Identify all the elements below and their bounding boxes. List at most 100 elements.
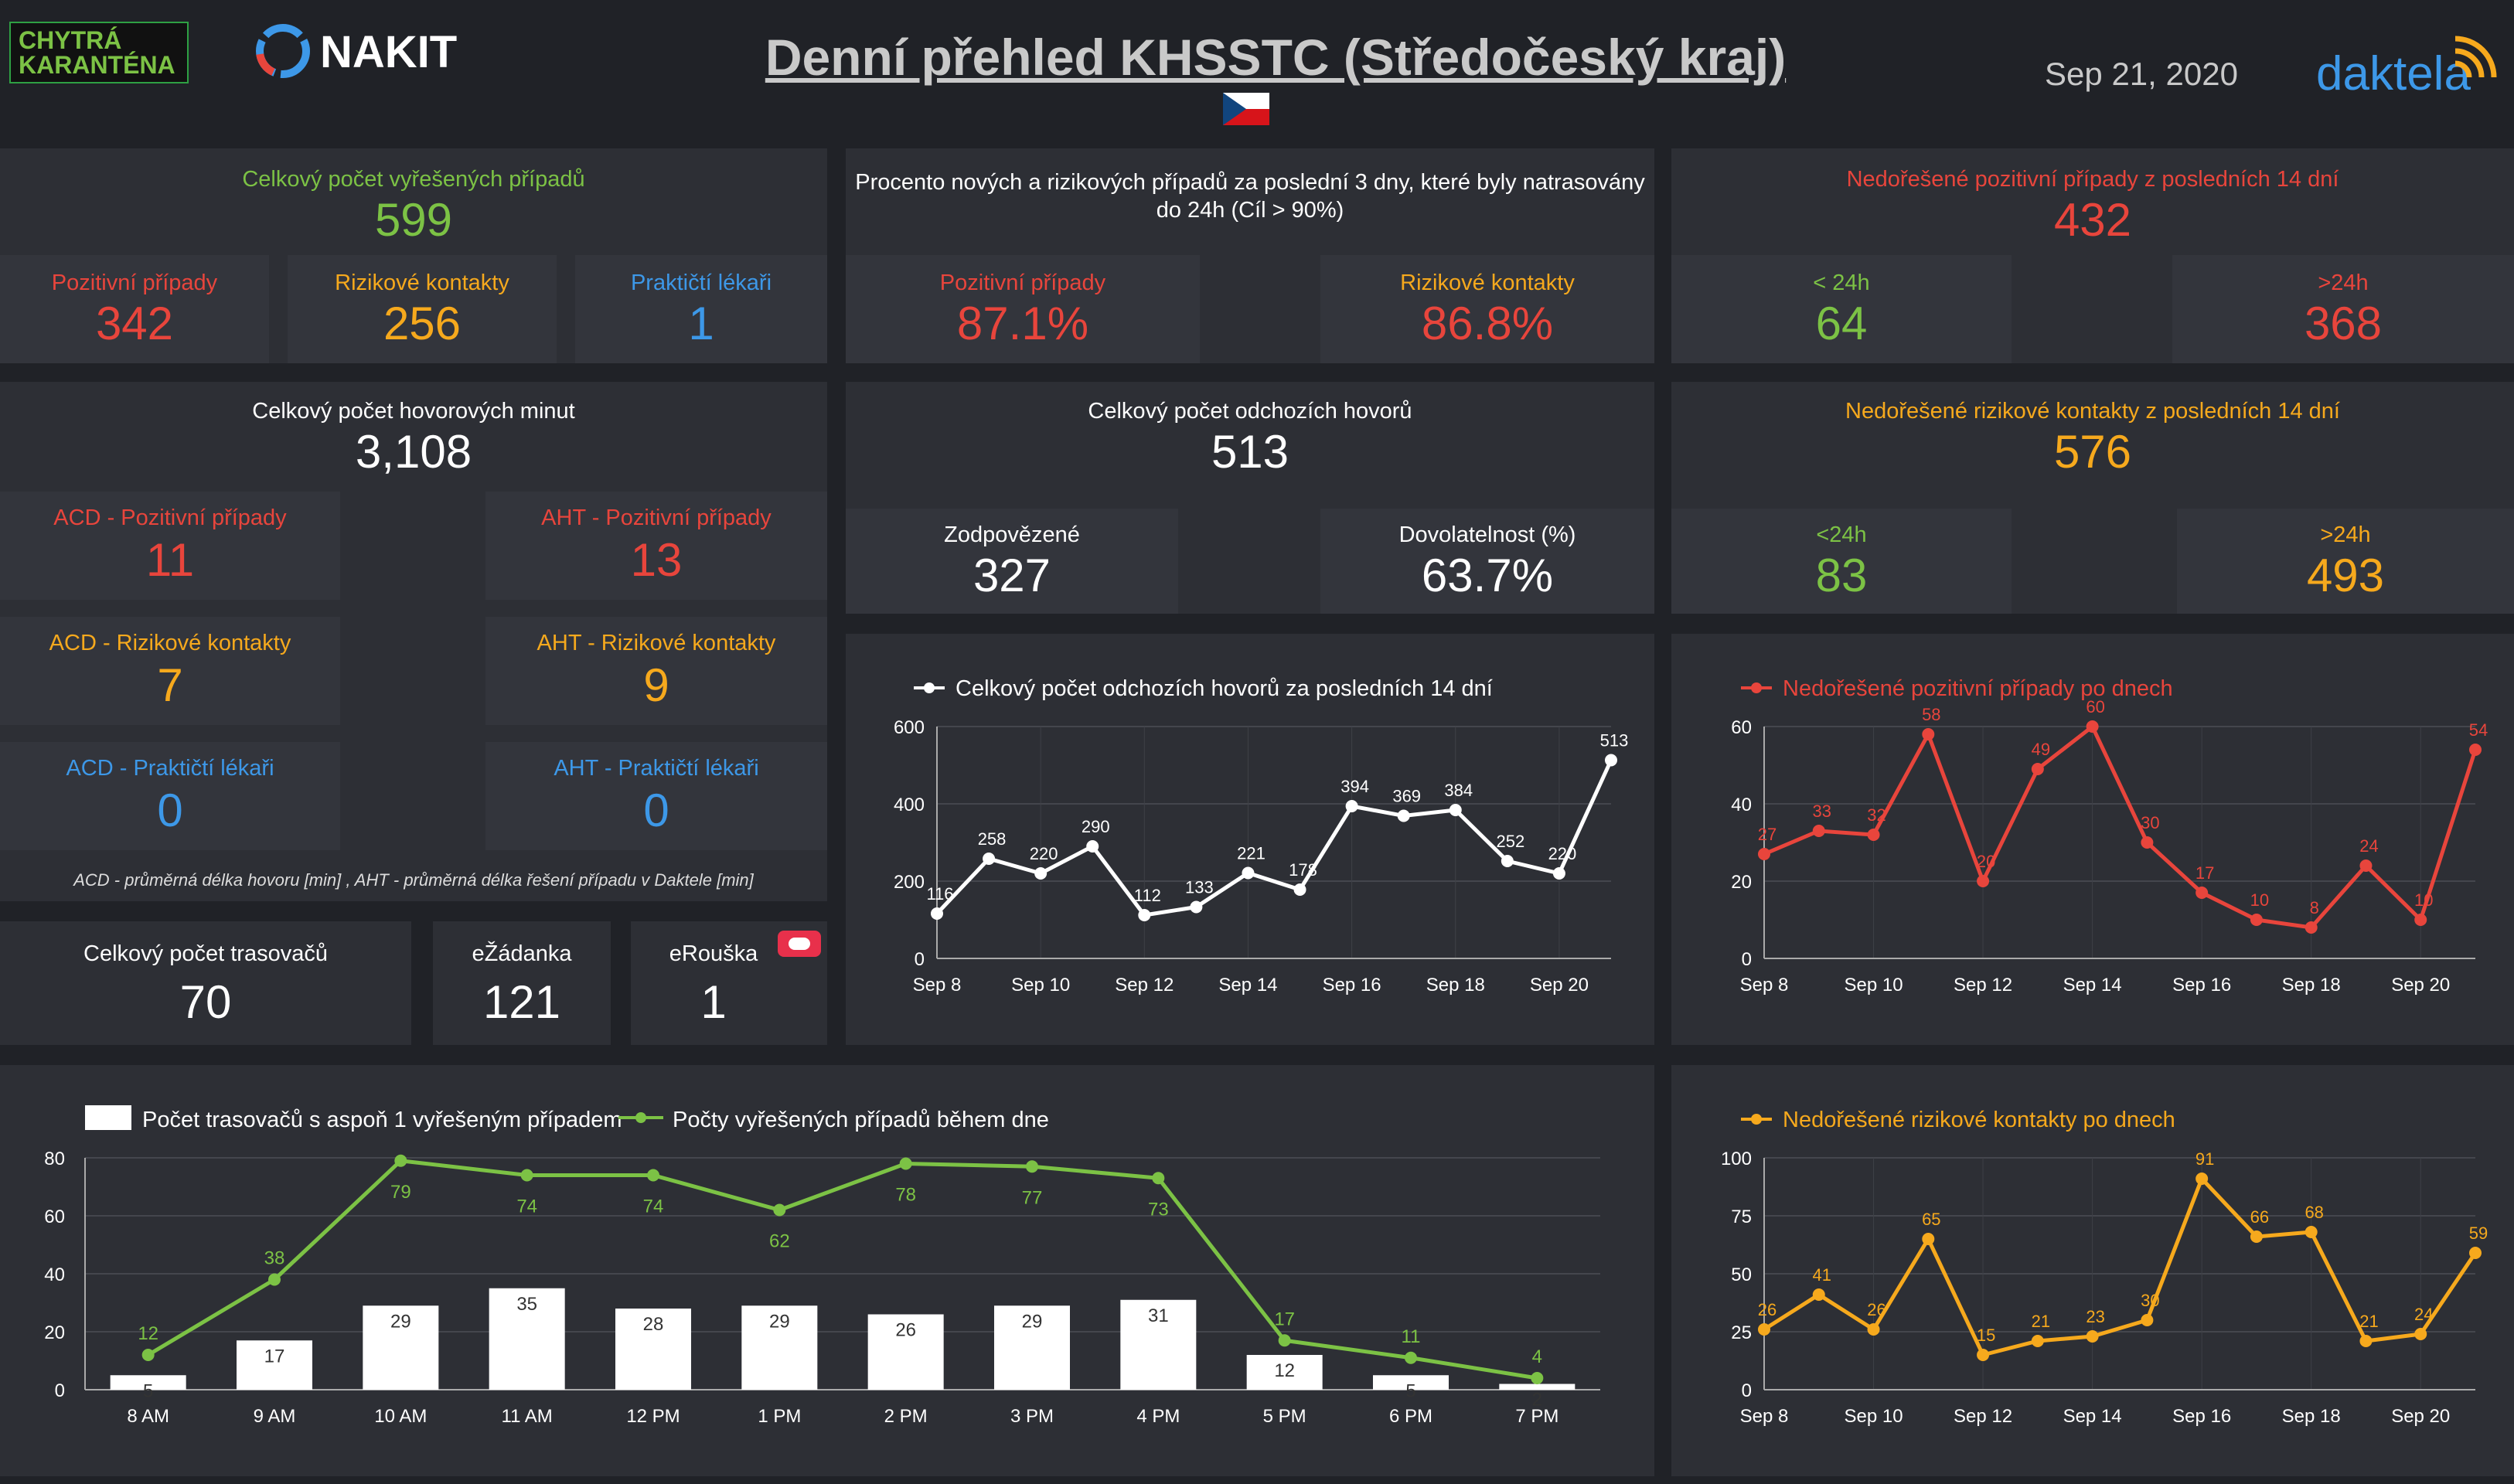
- unresolved-risk-gt-label: >24h: [2320, 522, 2371, 547]
- unresolved-positive-lt-value: 64: [1815, 298, 1868, 349]
- unresolved-positive-gt-label: >24h: [2318, 271, 2369, 295]
- data-point: [2414, 1328, 2427, 1340]
- data-point: [773, 1203, 786, 1217]
- data-label: 21: [2032, 1312, 2050, 1331]
- answered-card: Zodpovězené 327: [846, 509, 1178, 614]
- nakit-logo-text: NAKIT: [320, 27, 458, 77]
- data-label: 38: [264, 1248, 285, 1269]
- daktela-logo: daktela: [2316, 23, 2509, 100]
- acd-aht-footnote: ACD - průměrná délka hovoru [min] , AHT …: [73, 870, 754, 890]
- unresolved-positive-panel: Nedořešené pozitivní případy z posledníc…: [1671, 148, 2514, 363]
- y-tick-label: 50: [1731, 1264, 1752, 1285]
- bar-label: 17: [264, 1346, 285, 1367]
- data-label: 394: [1340, 777, 1369, 796]
- badge-line1: CHYTRÁ: [19, 26, 122, 54]
- data-point: [1531, 1372, 1544, 1384]
- data-point: [2086, 720, 2099, 733]
- data-point: [2250, 914, 2263, 926]
- x-tick-label: 9 AM: [254, 1406, 296, 1427]
- tracers-value: 70: [179, 976, 232, 1028]
- data-point: [983, 853, 996, 865]
- daktela-logo-text: daktela: [2316, 47, 2471, 100]
- x-tick-label: 8 AM: [127, 1406, 169, 1427]
- unresolved-risk-lt-value: 83: [1815, 550, 1868, 601]
- x-tick-label: Sep 16: [2172, 1406, 2231, 1427]
- tracers-panel: Celkový počet trasovačů 70: [0, 921, 411, 1045]
- data-point: [2031, 763, 2044, 775]
- y-tick-label: 0: [915, 949, 925, 970]
- y-tick-label: 400: [894, 795, 925, 815]
- x-tick-label: 4 PM: [1136, 1406, 1180, 1427]
- unresolved-positive-lt-label: < 24h: [1813, 271, 1870, 295]
- reachability-value: 63.7%: [1421, 550, 1554, 601]
- unresolved-positive-chart-panel: Nedořešené pozitivní případy po dnech 0 20…: [1671, 634, 2514, 1045]
- data-label: 17: [2195, 863, 2214, 883]
- legend-label: Celkový počet odchozích hovorů za posled…: [956, 676, 1493, 701]
- acd-risk-label: ACD - Rizikové kontakty: [49, 631, 291, 655]
- acd-doctors-label: ACD - Praktičtí lékaři: [66, 756, 274, 781]
- bar-label: 12: [1274, 1360, 1295, 1381]
- data-label: 116: [926, 884, 953, 904]
- ezadanka-panel: eŽádanka 121: [433, 921, 611, 1045]
- data-point: [1867, 1323, 1880, 1336]
- data-point: [2141, 836, 2154, 849]
- data-point: [1758, 1323, 1770, 1336]
- data-point: [1758, 848, 1770, 860]
- tracers-title: Celkový počet trasovačů: [83, 941, 328, 966]
- hourly-chart: Počet trasovačů s aspoň 1 vyřešeným příp…: [44, 1105, 1600, 1427]
- data-label: 24: [2359, 836, 2378, 856]
- data-point: [2469, 1247, 2482, 1259]
- data-point: [1278, 1334, 1291, 1347]
- call-minutes-panel: Celkový počet hovorových minut 3,108 ACD…: [0, 382, 827, 901]
- acd-risk-value: 7: [157, 659, 183, 711]
- data-point: [1812, 1288, 1825, 1301]
- data-point: [394, 1154, 407, 1167]
- x-tick-label: Sep 20: [1530, 975, 1589, 996]
- data-label: 12: [138, 1323, 158, 1344]
- data-point: [1552, 867, 1565, 880]
- traced-percent-panel: Procento nových a rizikových případů za …: [846, 148, 1654, 363]
- data-label: 27: [1758, 825, 1776, 844]
- legend-marker: [924, 682, 935, 693]
- data-point: [2469, 744, 2482, 756]
- data-label: 21: [2359, 1312, 2378, 1331]
- data-label: 384: [1444, 781, 1473, 800]
- resolved-title: Celkový počet vyřešených případů: [242, 167, 585, 192]
- badge-line2: KARANTÉNA: [19, 51, 175, 79]
- x-tick-label: 11 AM: [502, 1406, 553, 1427]
- data-point: [2141, 1314, 2154, 1326]
- x-tick-label: 2 PM: [884, 1406, 928, 1427]
- traced-risk-value: 86.8%: [1421, 298, 1554, 349]
- data-point: [1026, 1160, 1038, 1173]
- unresolved-risk-lt-label: <24h: [1816, 522, 1867, 547]
- aht-positive-label: AHT - Pozitivní případy: [541, 505, 772, 530]
- data-label: 60: [2086, 697, 2104, 716]
- data-label: 133: [1185, 878, 1214, 897]
- acd-doctors-card: ACD - Praktičtí lékaři 0: [0, 742, 340, 850]
- nakit-logo-icon: [256, 24, 310, 78]
- data-point: [1922, 1233, 1935, 1245]
- bar-label: 28: [643, 1314, 664, 1335]
- data-point: [141, 1349, 155, 1361]
- data-point: [1345, 800, 1358, 812]
- data-label: 220: [1548, 844, 1577, 863]
- data-label: 65: [1922, 1210, 1940, 1229]
- aht-risk-card: AHT - Rizikové kontakty 9: [485, 617, 827, 725]
- aht-positive-card: AHT - Pozitivní případy 13: [485, 492, 827, 600]
- data-label: 10: [2414, 890, 2433, 910]
- traced-risk-card: Rizikové kontakty 86.8%: [1320, 255, 1654, 363]
- series-line: [1763, 723, 2478, 930]
- data-point: [1405, 1351, 1417, 1364]
- data-point: [1977, 1349, 1990, 1361]
- signal-icon: [2454, 36, 2497, 78]
- x-tick-label: Sep 10: [1844, 975, 1903, 996]
- data-label: 59: [2469, 1224, 2488, 1243]
- y-tick-label: 0: [1742, 949, 1752, 970]
- data-label: 62: [769, 1231, 790, 1252]
- data-label: 77: [1022, 1187, 1043, 1208]
- x-tick-label: 5 PM: [1263, 1406, 1306, 1427]
- data-label: 41: [1813, 1265, 1831, 1285]
- data-label: 8: [2310, 898, 2319, 917]
- resolved-risk-label: Rizikové kontakty: [335, 271, 509, 295]
- data-point: [2195, 887, 2209, 899]
